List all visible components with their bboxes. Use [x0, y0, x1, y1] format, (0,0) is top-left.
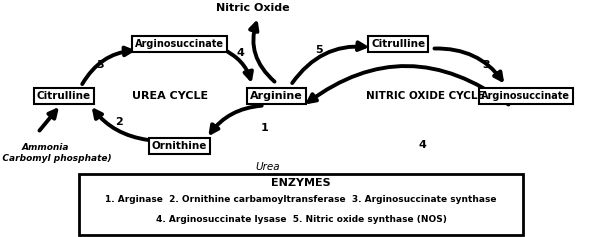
Text: Citrulline: Citrulline	[371, 39, 426, 49]
Text: NITRIC OXIDE CYCLE: NITRIC OXIDE CYCLE	[366, 91, 485, 101]
Text: 4: 4	[237, 48, 244, 58]
Text: Arginosuccinate: Arginosuccinate	[135, 39, 224, 49]
Text: 1: 1	[261, 123, 268, 133]
Text: UREA CYCLE: UREA CYCLE	[132, 91, 209, 101]
Text: Arginosuccinate: Arginosuccinate	[482, 91, 570, 101]
Text: Ornithine: Ornithine	[151, 141, 207, 151]
Text: 4: 4	[419, 140, 426, 150]
Text: ENZYMES: ENZYMES	[271, 178, 331, 188]
Text: 2: 2	[115, 117, 122, 127]
Text: 1. Arginase  2. Ornithine carbamoyltransferase  3. Arginosuccinate synthase: 1. Arginase 2. Ornithine carbamoyltransf…	[105, 195, 497, 204]
Text: Citrulline: Citrulline	[36, 91, 91, 101]
Text: Arginine: Arginine	[250, 91, 303, 101]
Text: Ammonia
(via Carbomyl phosphate): Ammonia (via Carbomyl phosphate)	[0, 143, 111, 163]
Text: Urea: Urea	[255, 162, 280, 172]
Text: 5: 5	[316, 45, 323, 55]
Text: 4. Arginosuccinate lysase  5. Nitric oxide synthase (NOS): 4. Arginosuccinate lysase 5. Nitric oxid…	[156, 215, 446, 224]
Text: 3: 3	[97, 60, 104, 70]
Text: 3: 3	[483, 60, 490, 70]
Text: Nitric Oxide: Nitric Oxide	[215, 3, 289, 13]
FancyBboxPatch shape	[79, 174, 523, 235]
